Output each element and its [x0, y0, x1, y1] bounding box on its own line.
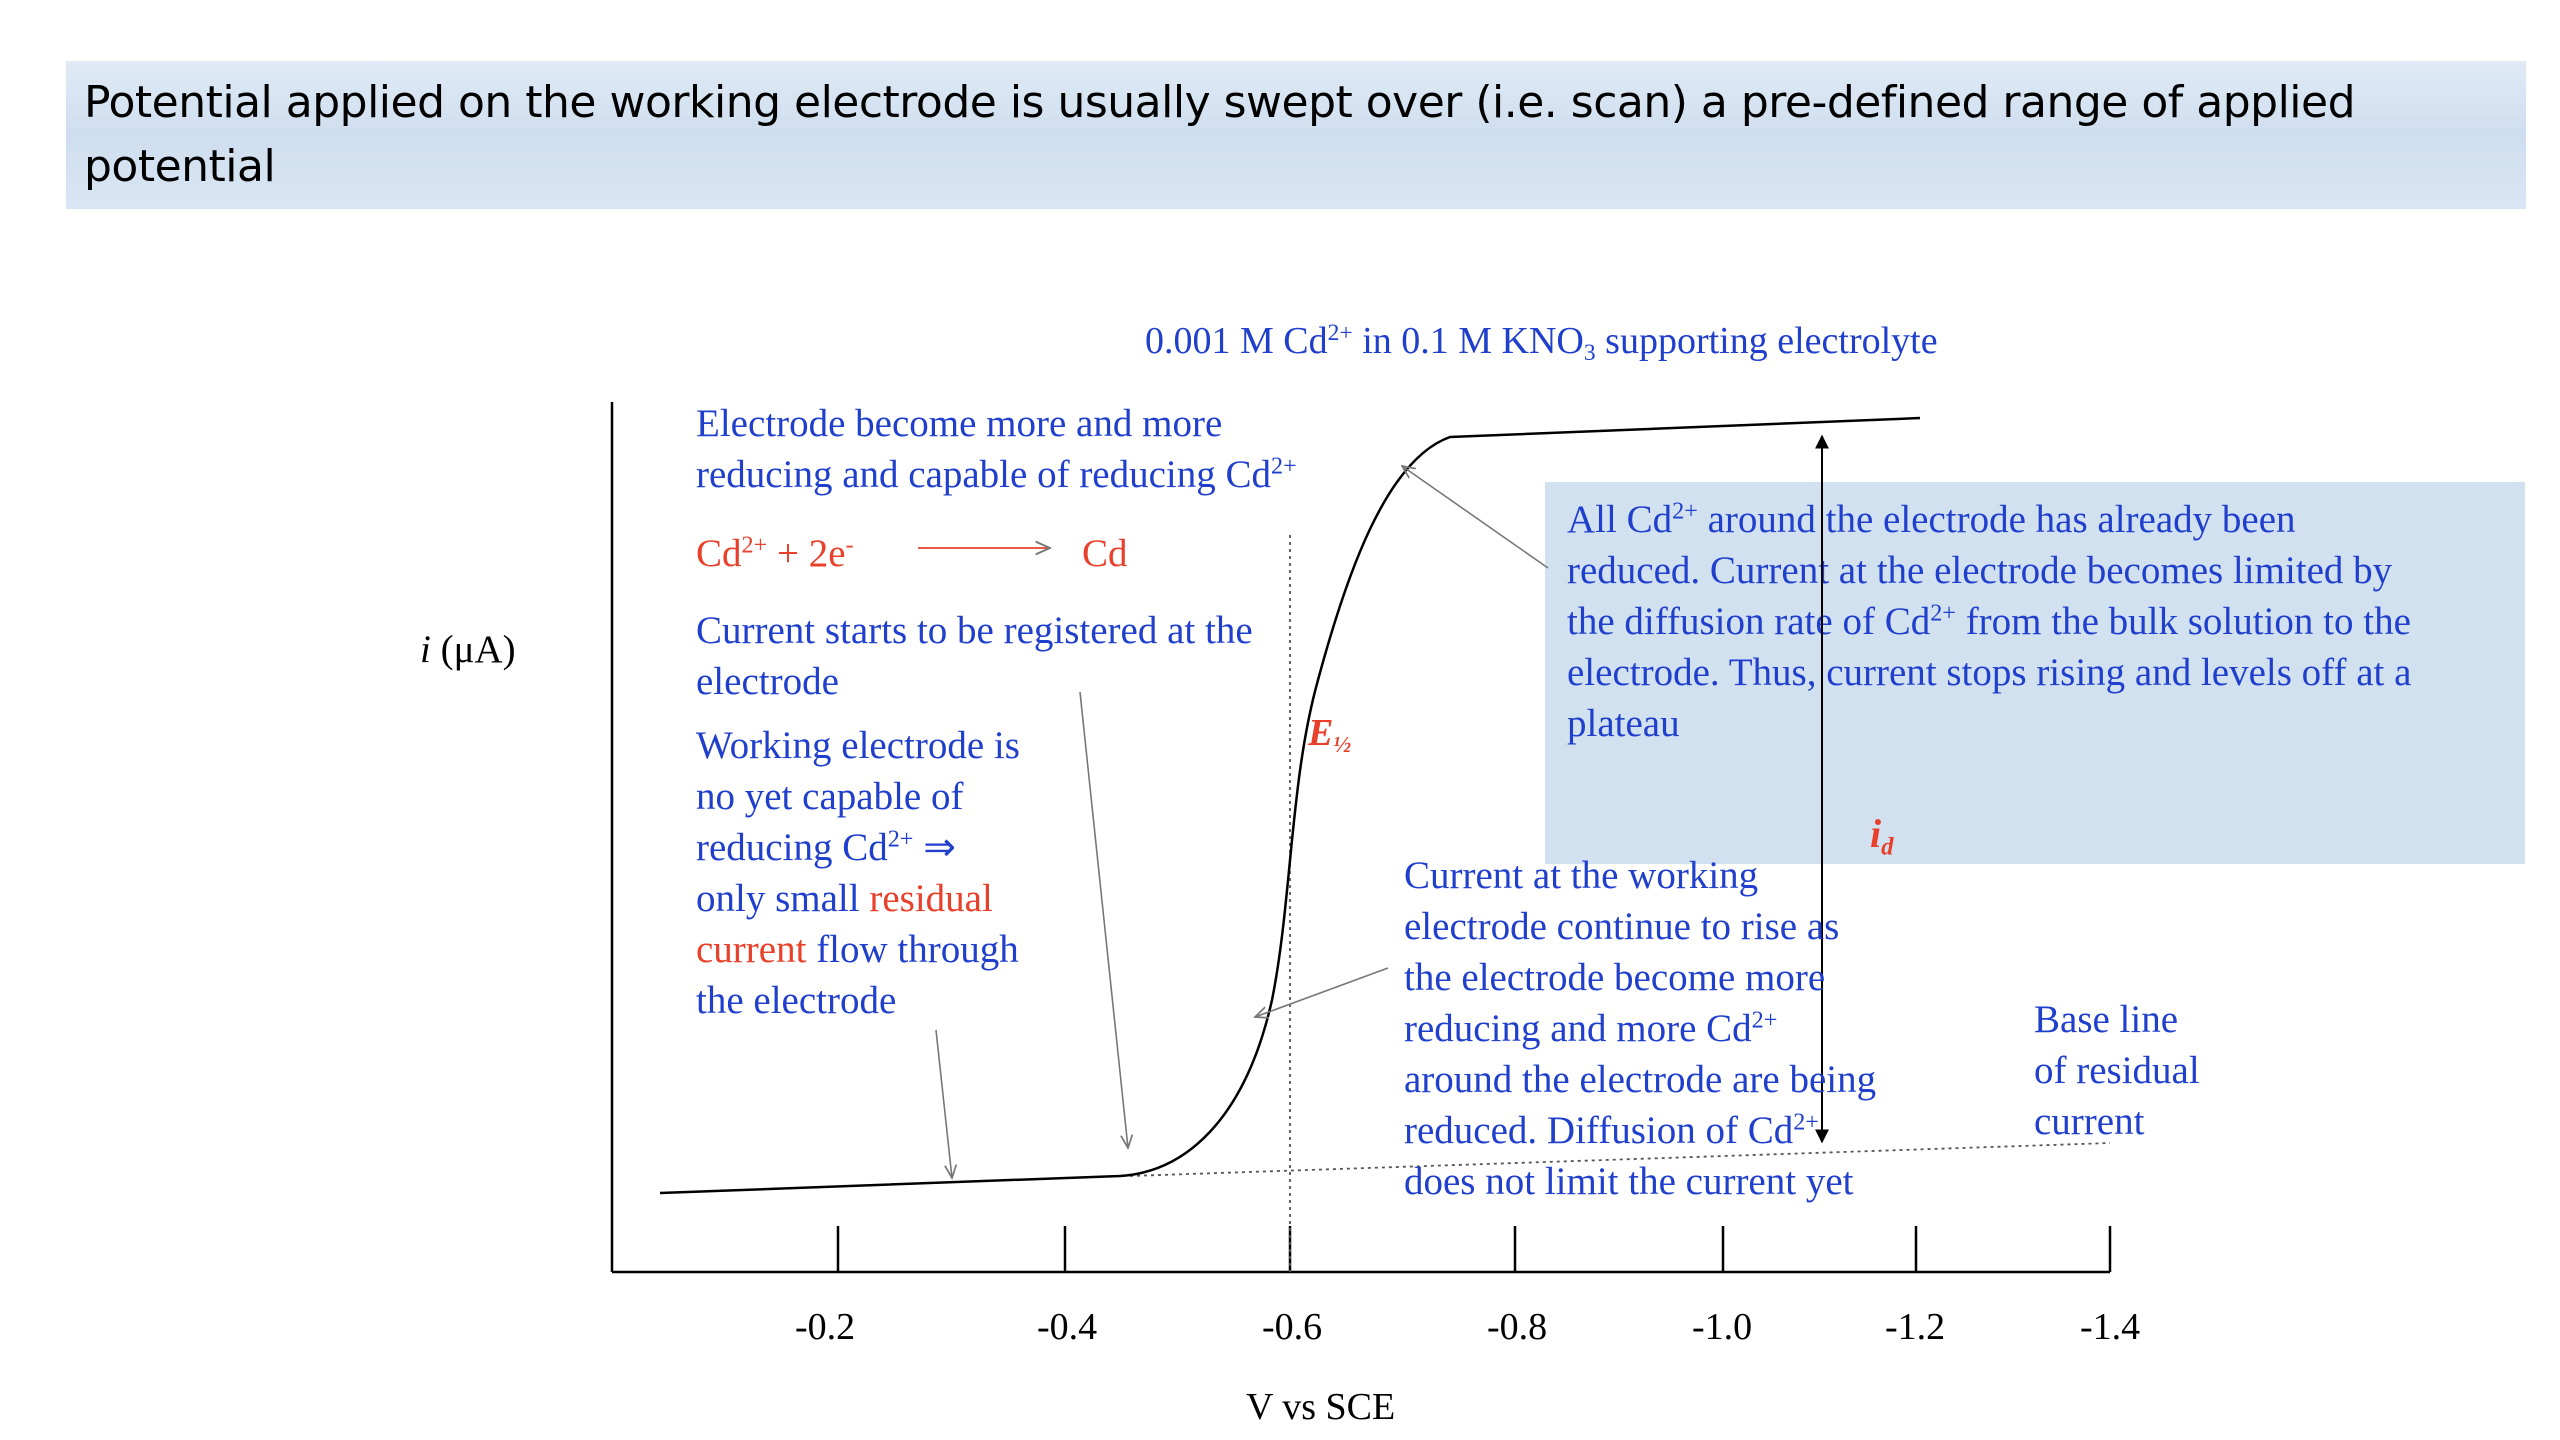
e-half-label: E½ [1308, 712, 1352, 759]
pointer-rising-current [1255, 967, 1389, 1017]
reaction-lhs: Cd2+ + 2e- [696, 531, 854, 575]
plateau-explanation-box: All Cd2+ around the electrode has alread… [1545, 482, 2525, 864]
rise-line-3: the electrode become more [1404, 956, 1826, 999]
plateau-line-2: reduced. Current at the electrode become… [1567, 549, 2393, 592]
diagram-title: 0.001 M Cd2+ in 0.1 M KNO3 supporting el… [1145, 320, 1938, 367]
plateau-line-5: plateau [1567, 702, 1680, 745]
reducing-annotation: Electrode become more and more reducing … [696, 398, 1297, 500]
working-line-6: the electrode [696, 979, 897, 1022]
x-tick-label: -0.4 [1037, 1306, 1098, 1348]
pointer-plateau-knee [1402, 466, 1549, 569]
diffusion-current-label: id [1870, 811, 1894, 861]
x-tick-label: -0.8 [1487, 1306, 1548, 1348]
pointer-current-starts [1079, 691, 1128, 1148]
x-axis-label: V vs SCE [1246, 1386, 1396, 1428]
x-tick-label: -0.2 [795, 1306, 856, 1348]
current-starts-line-1: Current starts to be registered at the [696, 609, 1253, 652]
rise-line-7: does not limit the current yet [1404, 1160, 1854, 1203]
y-axis-label: i (μA) [420, 628, 516, 671]
rising-current-annotation: Current at the working electrode continu… [1404, 850, 1876, 1207]
x-tick-label: -1.0 [1692, 1306, 1753, 1348]
rise-line-2: electrode continue to rise as [1404, 905, 1840, 948]
rise-line-1: Current at the working [1404, 854, 1759, 897]
pointer-residual-current [935, 1029, 952, 1178]
banner-line-1: Potential applied on the working electro… [84, 77, 2356, 128]
rise-line-5: around the electrode are being [1404, 1058, 1877, 1101]
title-banner: Potential applied on the working electro… [66, 61, 2526, 209]
working-line-1: Working electrode is [696, 724, 1020, 767]
baseline-line-3: current [2034, 1100, 2145, 1143]
residual-baseline-extrapolation [1129, 1142, 2111, 1177]
x-tick-label: -1.2 [1885, 1306, 1946, 1348]
working-line-4: only small residual [696, 877, 993, 920]
rise-line-4: reducing and more Cd2+ [1404, 1006, 1778, 1050]
x-axis-ticks [836, 1226, 2112, 1272]
banner-line-2: potential [84, 141, 276, 192]
plateau-line-1: All Cd2+ around the electrode has alread… [1567, 497, 2296, 541]
plateau-line-3: the diffusion rate of Cd2+ from the bulk… [1567, 599, 2411, 643]
polarographic-wave-curve [659, 416, 1921, 1195]
plateau-line-4: electrode. Thus, current stops rising an… [1567, 651, 2412, 694]
reducing-line-1: Electrode become more and more [696, 402, 1223, 445]
working-line-2: no yet capable of [696, 775, 964, 818]
reducing-line-2: reducing and capable of reducing Cd2+ [696, 452, 1297, 496]
working-electrode-annotation: Working electrode is no yet capable of r… [696, 720, 1020, 1026]
working-line-5: current flow through [696, 928, 1019, 971]
current-starts-line-2: electrode [696, 660, 839, 703]
baseline-line-2: of residual [2034, 1049, 2200, 1092]
reaction-rhs: Cd [1082, 532, 1128, 575]
baseline-line-1: Base line [2034, 998, 2179, 1041]
working-line-3: reducing Cd2+ ⇒ [696, 825, 956, 869]
x-tick-label: -1.4 [2080, 1306, 2141, 1348]
baseline-annotation: Base line of residual current [2034, 994, 2200, 1147]
rise-line-6: reduced. Diffusion of Cd2+ [1404, 1108, 1819, 1152]
x-tick-label: -0.6 [1262, 1306, 1323, 1348]
current-starts-annotation: Current starts to be registered at the e… [696, 605, 1253, 707]
